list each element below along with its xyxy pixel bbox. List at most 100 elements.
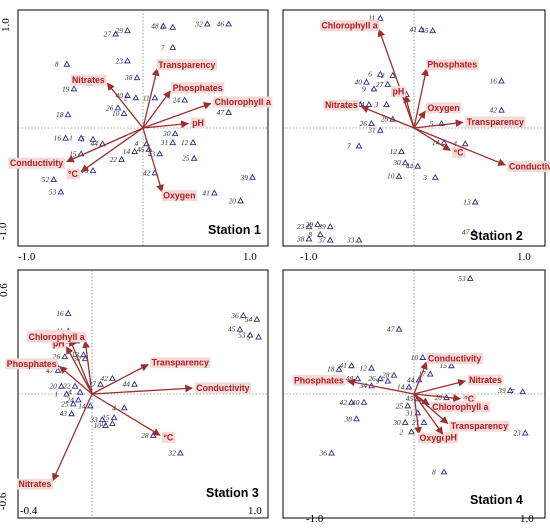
- site-label-41: 41: [202, 188, 209, 197]
- site-label-44: 44: [123, 380, 131, 389]
- site-label-47: 47: [462, 228, 470, 237]
- vector-arrow-temperature: [413, 393, 462, 402]
- site-point-47: [470, 228, 478, 235]
- site-point-25: [190, 154, 198, 161]
- vector-arrow-temperature: [413, 127, 451, 151]
- site-point-10: [120, 109, 128, 116]
- site-point-22: [118, 155, 125, 162]
- site-label-42: 42: [100, 374, 108, 383]
- site-point-13: [471, 198, 479, 205]
- site-point-16: [62, 134, 70, 141]
- site-label-1: 1: [69, 134, 73, 143]
- site-point-47: [395, 325, 403, 332]
- site-point-2: [408, 428, 415, 435]
- site-label-16: 16: [490, 76, 498, 85]
- vector-arrow-oxygen: [142, 127, 164, 193]
- site-point-3b: [431, 173, 439, 180]
- vector-arrow-transparency: [142, 67, 160, 129]
- site-point-3: [383, 100, 390, 108]
- site-point-26: [368, 119, 375, 127]
- site-point-36: [239, 311, 247, 318]
- site-label-53: 53: [49, 187, 57, 196]
- vector-label-background: [161, 190, 197, 202]
- site-label-31: 31: [367, 126, 375, 135]
- site-point-24: [75, 396, 82, 403]
- site-label-4: 4: [68, 388, 72, 397]
- vector-label-background: [26, 331, 87, 343]
- y-tick-label: -1.0: [0, 222, 9, 240]
- site-point-9: [384, 377, 392, 384]
- site-label-14: 14: [123, 147, 131, 156]
- vector-label-ph: pH: [392, 87, 404, 97]
- site-label-28: 28: [381, 115, 389, 124]
- site-label-40: 40: [352, 398, 360, 407]
- vector-arrow-conductivity: [66, 127, 144, 163]
- site-point-29: [314, 220, 322, 227]
- site-label-25: 25: [61, 399, 69, 408]
- site-label-52: 52: [42, 175, 50, 184]
- vector-label-background: [190, 117, 206, 129]
- site-label-3b: 3: [422, 173, 427, 182]
- site-label-18: 18: [327, 365, 335, 374]
- vector-label-nitrates: Nitrates: [72, 75, 105, 85]
- site-point-8: [440, 468, 448, 475]
- site-label-13: 13: [72, 350, 80, 359]
- site-point-39: [506, 386, 514, 393]
- site-label-4: 4: [453, 139, 457, 148]
- site-label-21: 21: [412, 418, 419, 427]
- site-label-44: 44: [91, 139, 99, 148]
- site-point-22: [71, 382, 79, 389]
- vector-arrow-phosphates: [346, 378, 415, 395]
- site-label-38: 38: [296, 234, 305, 243]
- site-label-42: 42: [490, 106, 498, 115]
- vector-label-temperature: °C: [454, 148, 465, 158]
- site-label-24: 24: [173, 96, 181, 105]
- site-point-12: [398, 147, 405, 155]
- site-point-7: [169, 43, 177, 50]
- vector-label-chlorophyll-a: Chlorophyll a: [432, 402, 488, 412]
- site-point-39: [326, 223, 334, 230]
- site-label-1: 1: [55, 390, 59, 399]
- vector-arrow-conductivity: [413, 361, 428, 395]
- site-label-48: 48: [151, 22, 159, 31]
- site-label-29: 29: [116, 26, 124, 35]
- site-point-26: [376, 375, 384, 382]
- site-label-53: 53: [458, 274, 466, 283]
- site-label-10: 10: [94, 421, 102, 430]
- site-label-4: 4: [135, 139, 139, 148]
- site-label-32: 32: [167, 449, 176, 458]
- site-point-30: [401, 159, 409, 166]
- site-point-33: [98, 416, 106, 423]
- site-point-14: [405, 383, 413, 390]
- site-point-16: [498, 77, 505, 84]
- y-tick-label: -0.6: [0, 492, 9, 510]
- vector-label-transparency: Transparency: [152, 358, 209, 368]
- vector-arrow-transparency: [91, 363, 149, 395]
- site-point-20: [58, 382, 65, 389]
- vector-label-transparency: Transparency: [158, 60, 215, 70]
- site-label-33: 33: [346, 236, 355, 245]
- site-point-5: [438, 119, 445, 127]
- site-point-41: [418, 25, 425, 32]
- site-point-7: [519, 388, 527, 395]
- site-point-30: [171, 130, 179, 137]
- vector-arrow-phosphates: [413, 67, 429, 129]
- site-point-53: [246, 331, 254, 338]
- vector-arrow-ph: [142, 120, 189, 129]
- vector-arrow-transparency: [413, 119, 464, 129]
- site-point-4: [76, 388, 84, 395]
- site-label-7: 7: [347, 141, 351, 150]
- vector-label-chlorophyll-a: Chlorophyll a: [321, 21, 377, 31]
- site-point-15: [448, 362, 455, 369]
- vector-label-transparency: Transparency: [451, 421, 508, 431]
- site-label-27: 27: [376, 80, 384, 89]
- vector-label-background: [171, 82, 225, 94]
- site-point-46: [225, 20, 233, 27]
- site-label-24: 24: [66, 395, 74, 404]
- vector-arrow-oxygen: [68, 338, 93, 395]
- site-label-19: 19: [62, 84, 70, 93]
- vector-label-conductivity: Conductivity: [10, 158, 63, 168]
- y-tick-label: 1.0: [0, 18, 12, 32]
- site-label-47: 47: [387, 325, 395, 334]
- site-point-30: [401, 418, 409, 425]
